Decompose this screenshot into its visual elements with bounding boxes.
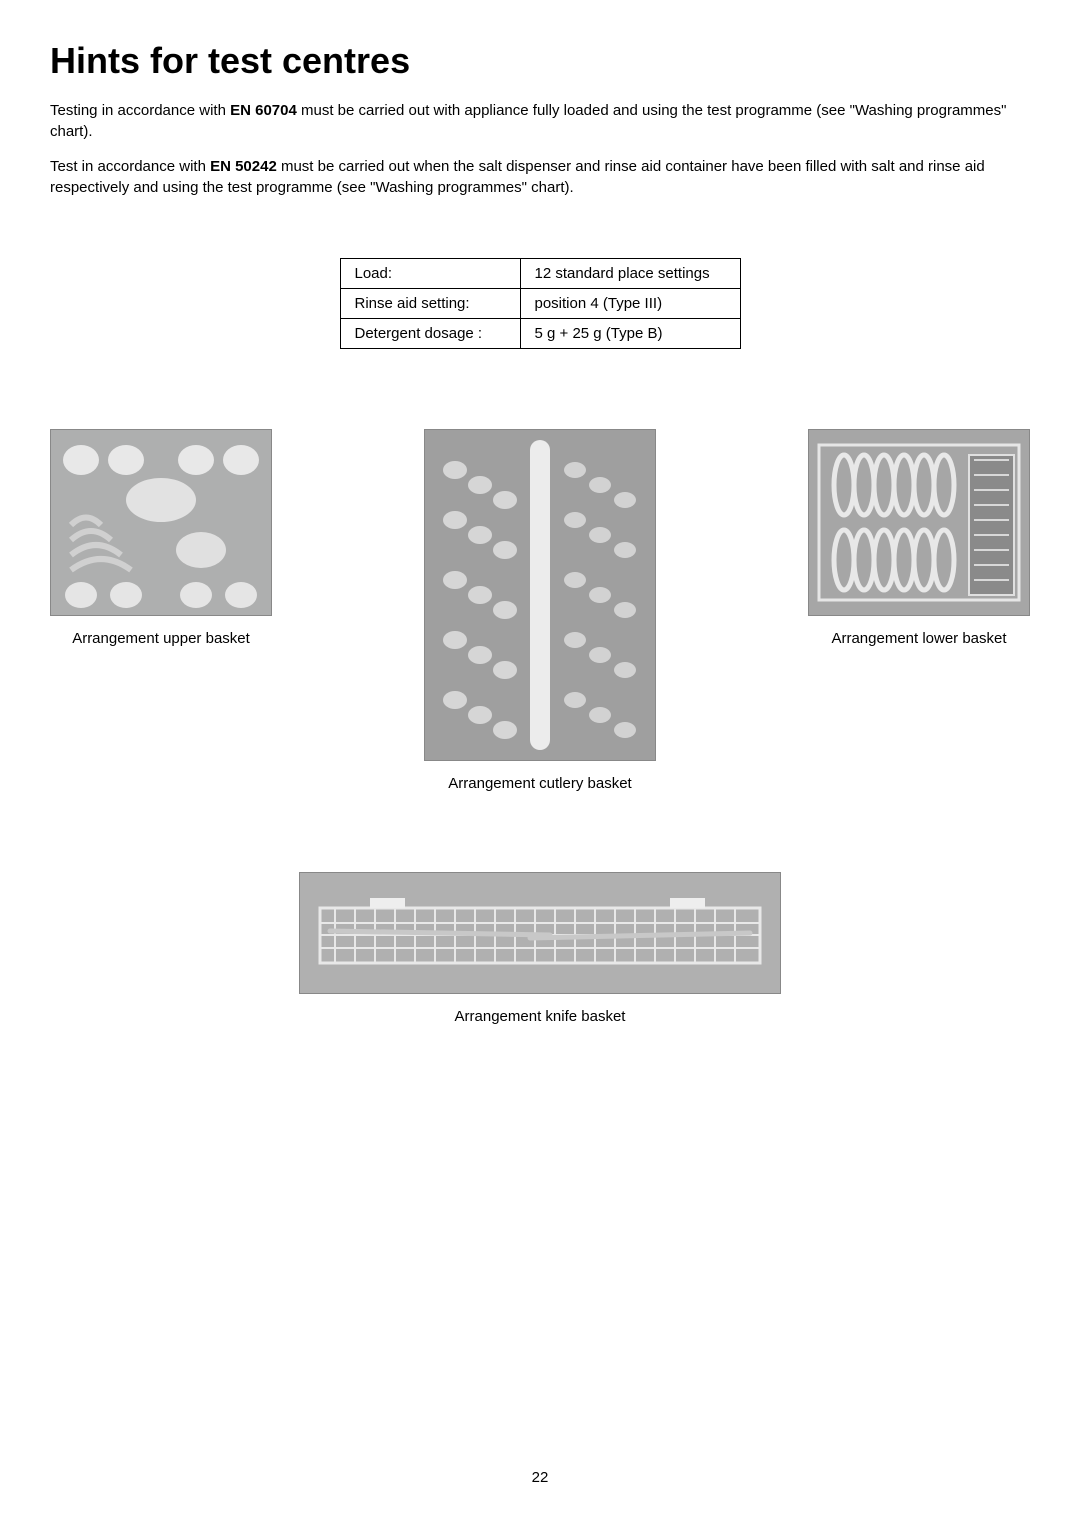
table-cell-label: Rinse aid setting: xyxy=(340,289,520,319)
knife-basket-caption: Arrangement knife basket xyxy=(455,1008,626,1025)
knife-figure-row: Arrangement knife basket xyxy=(50,872,1030,1025)
p1-bold: EN 60704 xyxy=(230,102,297,119)
table-cell-label: Load: xyxy=(340,259,520,289)
cutlery-basket-caption: Arrangement cutlery basket xyxy=(448,775,631,792)
p2-bold: EN 50242 xyxy=(210,158,277,175)
intro-paragraph-1: Testing in accordance with EN 60704 must… xyxy=(50,100,1030,142)
p2-pre: Test in accordance with xyxy=(50,158,210,175)
table-cell-value: 5 g + 25 g (Type B) xyxy=(520,319,740,349)
figure-cutlery-basket: Arrangement cutlery basket xyxy=(424,429,656,792)
upper-basket-image xyxy=(50,429,272,616)
table-cell-value: position 4 (Type III) xyxy=(520,289,740,319)
settings-table-container: Load: 12 standard place settings Rinse a… xyxy=(50,258,1030,349)
settings-table: Load: 12 standard place settings Rinse a… xyxy=(340,258,741,349)
lower-basket-image xyxy=(808,429,1030,616)
figure-knife-basket: Arrangement knife basket xyxy=(299,872,781,1025)
lower-basket-icon xyxy=(809,430,1029,615)
figure-upper-basket: Arrangement upper basket xyxy=(50,429,272,647)
page-number: 22 xyxy=(0,1469,1080,1486)
upper-basket-icon xyxy=(51,430,271,615)
figure-lower-basket: Arrangement lower basket xyxy=(808,429,1030,647)
cutlery-basket-icon xyxy=(425,430,655,760)
upper-basket-caption: Arrangement upper basket xyxy=(72,630,250,647)
knife-basket-icon xyxy=(300,873,780,993)
figures-row: Arrangement upper basket xyxy=(50,429,1030,792)
lower-basket-caption: Arrangement lower basket xyxy=(831,630,1006,647)
table-row: Load: 12 standard place settings xyxy=(340,259,740,289)
table-cell-label: Detergent dosage : xyxy=(340,319,520,349)
cutlery-basket-image xyxy=(424,429,656,761)
p1-pre: Testing in accordance with xyxy=(50,102,230,119)
table-row: Detergent dosage : 5 g + 25 g (Type B) xyxy=(340,319,740,349)
table-cell-value: 12 standard place settings xyxy=(520,259,740,289)
page-title: Hints for test centres xyxy=(50,40,1030,82)
intro-paragraph-2: Test in accordance with EN 50242 must be… xyxy=(50,156,1030,198)
table-row: Rinse aid setting: position 4 (Type III) xyxy=(340,289,740,319)
knife-basket-image xyxy=(299,872,781,994)
